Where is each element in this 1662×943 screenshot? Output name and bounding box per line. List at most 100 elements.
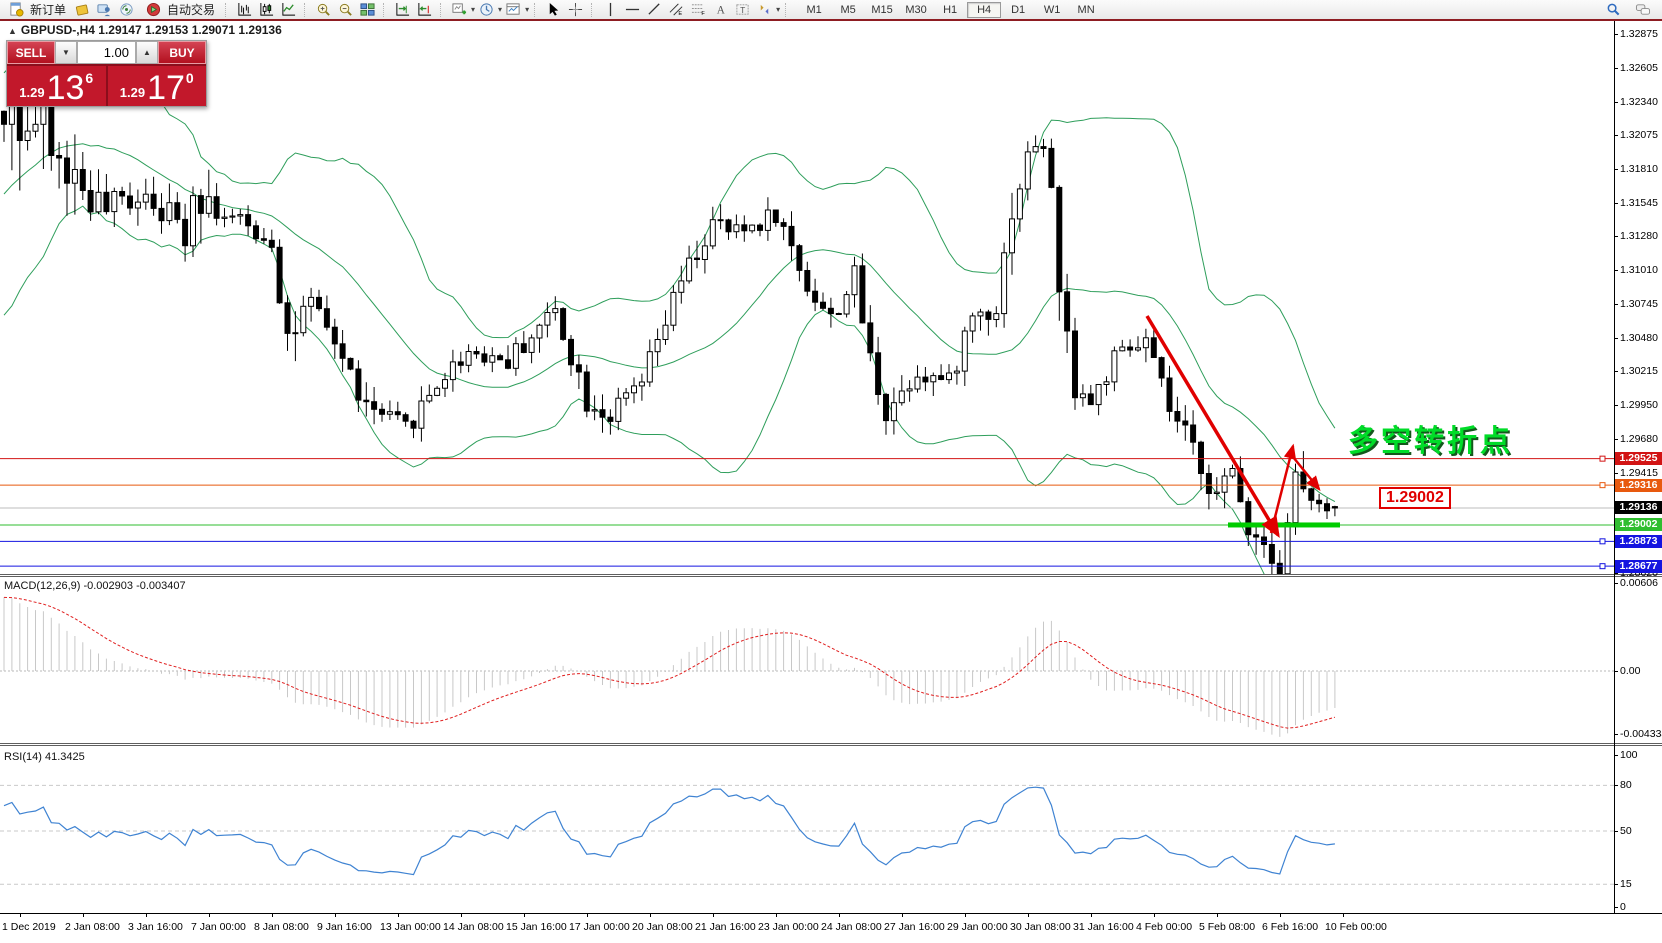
candlestick-chart-icon[interactable] — [255, 1, 277, 18]
trend-arrow-3[interactable] — [1288, 451, 1321, 491]
candle — [520, 343, 527, 354]
price-line-label-1.28873[interactable]: 1.28873 — [1615, 534, 1662, 548]
candle — [591, 409, 598, 412]
templates-icon[interactable] — [502, 1, 524, 18]
buy-price[interactable]: 1.29 17 0 — [108, 66, 207, 106]
price-axis-tick: 1.29415 — [1620, 466, 1658, 479]
market-watch-icon[interactable] — [93, 1, 115, 18]
timeframe-w1[interactable]: W1 — [1043, 3, 1061, 16]
bar-chart-icon[interactable] — [233, 1, 255, 18]
volume-input[interactable] — [77, 41, 136, 64]
candle — [245, 214, 252, 227]
buy-button[interactable]: BUY — [158, 41, 206, 64]
cursor-icon[interactable] — [542, 1, 564, 18]
candle — [646, 351, 653, 383]
timeframe-d1[interactable]: D1 — [1011, 3, 1026, 16]
line-handle[interactable] — [1599, 455, 1606, 462]
templates-dropdown[interactable]: ▾ — [525, 5, 530, 14]
price-axis-tick-mark — [1614, 303, 1618, 305]
periods-dropdown[interactable]: ▾ — [498, 5, 503, 14]
panel-separator-rsi[interactable] — [0, 743, 1662, 746]
auto-scroll-icon[interactable] — [391, 1, 413, 18]
candle — [568, 338, 574, 366]
timeframe-m5[interactable]: M5 — [840, 3, 856, 16]
chart-title[interactable]: ▲ GBPUSD-,H4 1.29147 1.29153 1.29071 1.29… — [8, 23, 282, 37]
macd-histogram — [3, 597, 1336, 737]
candle — [134, 201, 141, 209]
timeframe-m1[interactable]: M1 — [806, 3, 822, 16]
sell-price-sup: 6 — [85, 70, 94, 86]
support-segment[interactable] — [1228, 522, 1340, 528]
tile-windows-icon[interactable] — [356, 1, 378, 18]
buy-price-sup: 0 — [185, 70, 194, 86]
trend-arrow-1[interactable] — [1145, 315, 1280, 539]
price-line-label-1.29525[interactable]: 1.29525 — [1615, 452, 1662, 466]
price-line-label-1.29002[interactable]: 1.29002 — [1615, 518, 1662, 532]
price-axis-tick: 1.32605 — [1620, 62, 1658, 75]
rsi-panel[interactable] — [0, 747, 1614, 913]
timeframe-m15[interactable]: M15 — [871, 3, 893, 16]
rsi-axis-tick-mark — [1614, 884, 1618, 886]
chat-icon[interactable] — [1632, 1, 1654, 18]
line-handle[interactable] — [1599, 563, 1606, 570]
time-axis-label: 23 Jan 00:00 — [758, 921, 819, 933]
panel-separator-macd[interactable] — [0, 574, 1662, 577]
sell-price[interactable]: 1.29 13 6 — [7, 66, 108, 106]
timeframe-h1[interactable]: H1 — [943, 3, 958, 16]
zoom-out-icon[interactable] — [334, 1, 356, 18]
price-line-label-1.29136[interactable]: 1.29136 — [1615, 501, 1662, 515]
candle — [528, 337, 535, 353]
vertical-line-tool-icon[interactable] — [599, 1, 621, 18]
candle — [127, 195, 133, 209]
chart-shift-icon[interactable] — [413, 1, 435, 18]
candle — [969, 315, 976, 332]
candle — [780, 222, 787, 227]
new-chart-icon[interactable] — [448, 1, 470, 18]
candle — [410, 420, 417, 429]
profile-icon[interactable] — [71, 1, 93, 18]
trendline-tool-icon[interactable] — [643, 1, 665, 18]
line-handle[interactable] — [1599, 482, 1606, 489]
arrows-tool-icon[interactable] — [753, 1, 775, 18]
auto-trading-button[interactable]: 自动交易 — [137, 1, 220, 18]
timeframe-m30[interactable]: M30 — [905, 3, 927, 16]
text-tool-icon[interactable]: A — [709, 1, 731, 18]
price-axis-tick-mark — [1614, 101, 1618, 103]
arrows-tool-dropdown[interactable]: ▾ — [776, 5, 781, 14]
search-icon[interactable] — [1602, 1, 1624, 18]
text-label-tool-icon[interactable]: T — [731, 1, 753, 18]
price-line-label-1.29316[interactable]: 1.29316 — [1615, 478, 1662, 492]
new-chart-dropdown[interactable]: ▾ — [471, 5, 476, 14]
sell-button[interactable]: SELL — [7, 41, 55, 64]
crosshair-icon[interactable] — [564, 1, 586, 18]
periods-icon[interactable] — [475, 1, 497, 18]
horizontal-line-tool-icon[interactable] — [621, 1, 643, 18]
candle — [686, 257, 693, 282]
volume-decrease-button[interactable]: ▼ — [55, 41, 77, 64]
candle — [512, 343, 519, 369]
line-chart-icon[interactable] — [277, 1, 299, 18]
main-chart-canvas[interactable] — [0, 21, 1614, 575]
fibonacci-tool-icon[interactable]: F — [687, 1, 709, 18]
time-axis-tick-mark — [272, 913, 273, 917]
price-line-label-1.28677[interactable]: 1.28677 — [1615, 559, 1662, 573]
collapse-arrow-icon[interactable]: ▲ — [8, 26, 17, 36]
timeframe-h4[interactable]: H4 — [967, 1, 1002, 18]
price-callout-box[interactable]: 1.29002 — [1379, 487, 1451, 509]
candle — [197, 195, 204, 214]
new-order-button[interactable]: 新订单 — [0, 1, 71, 18]
turning-point-annotation[interactable]: 多空转折点 — [1348, 425, 1513, 458]
channel-tool-icon[interactable]: E — [665, 1, 687, 18]
macd-panel[interactable] — [0, 577, 1614, 740]
sell-price-prefix: 1.29 — [19, 85, 45, 100]
toolbar-separator — [225, 2, 230, 17]
price-axis-tick: 1.30215 — [1620, 365, 1658, 378]
trend-arrow-2[interactable] — [1269, 443, 1296, 534]
time-axis-tick-mark — [209, 913, 210, 917]
volume-increase-button[interactable]: ▲ — [136, 41, 158, 64]
line-handle[interactable] — [1599, 538, 1606, 545]
zoom-in-icon[interactable] — [312, 1, 334, 18]
timeframe-mn[interactable]: MN — [1077, 3, 1095, 16]
candle — [1040, 146, 1047, 149]
signals-icon[interactable] — [115, 1, 137, 18]
